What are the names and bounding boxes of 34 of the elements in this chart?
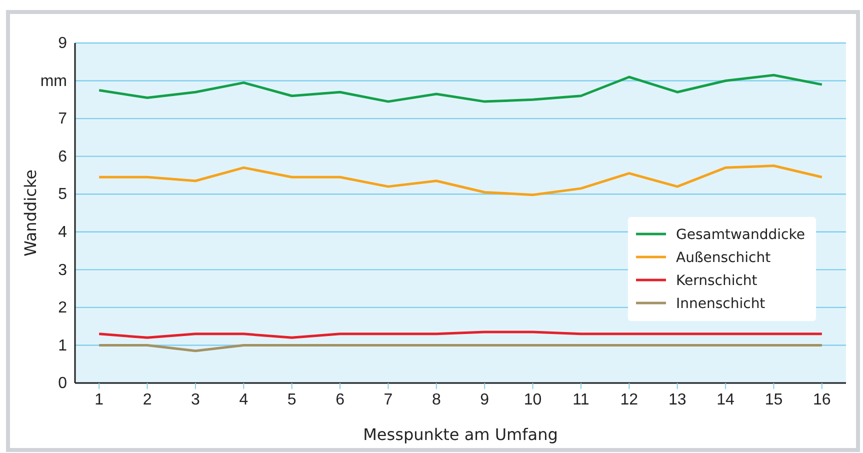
legend-label: Kernschicht (676, 273, 758, 289)
y-tick-label: 4 (58, 224, 68, 242)
y-tick-label: 1 (58, 337, 68, 354)
x-tick-label: 3 (191, 391, 200, 408)
line-series (98, 74, 824, 103)
x-tick-label: 2 (142, 391, 152, 408)
y-tick-label: 6 (58, 148, 68, 166)
legend-label: Innenschicht (676, 296, 766, 312)
x-tick-label: 11 (572, 391, 590, 408)
y-tick-label: mm (40, 72, 67, 90)
y-tick-label: 0 (58, 375, 68, 392)
x-axis-title: Messpunkte am Umfang (363, 425, 558, 444)
legend-label: Gesamtwanddicke (676, 227, 805, 243)
legend-label: Außenschicht (676, 250, 772, 266)
x-tick-label: 14 (716, 391, 735, 408)
x-tick-label: 10 (524, 391, 542, 408)
line-series (98, 164, 824, 196)
x-tick-label: 4 (239, 391, 248, 408)
x-tick-label: 9 (480, 391, 490, 408)
y-tick-label: 7 (58, 110, 68, 128)
x-tick-label: 6 (336, 391, 345, 408)
x-tick-label: 8 (432, 391, 441, 408)
x-tick-label: 12 (620, 391, 638, 408)
x-tick-label: 13 (668, 391, 686, 408)
y-tick-label: 3 (58, 262, 68, 279)
y-axis-title: Wanddicke (21, 170, 40, 256)
x-tick-label: 16 (813, 391, 831, 408)
y-tick-label: 9 (58, 35, 68, 52)
y-tick-label: 5 (58, 186, 68, 204)
x-tick-label: 15 (764, 391, 783, 408)
x-tick-label: 7 (384, 391, 393, 408)
y-tick-label: 2 (58, 300, 68, 317)
x-tick-label: 1 (94, 391, 104, 408)
x-tick-label: 5 (287, 391, 296, 408)
